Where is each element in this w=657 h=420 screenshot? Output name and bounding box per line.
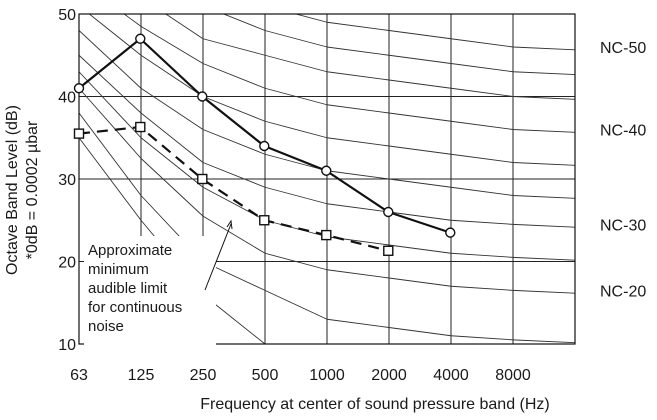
nc-curve-label: NC-30 xyxy=(600,217,646,234)
y-tick-label: 20 xyxy=(58,255,76,272)
x-tick-label: 8000 xyxy=(495,367,531,384)
y-tick-label: 10 xyxy=(58,337,76,354)
data-point-circle xyxy=(321,165,332,176)
nc-curve-line xyxy=(79,71,575,261)
y-axis-label: Octave Band Level (dB) xyxy=(4,105,21,275)
audible-limit-annotation: Approximate minimum audible limit for co… xyxy=(84,219,233,348)
x-tick-label: 125 xyxy=(128,367,155,384)
annotation-leader-line xyxy=(204,223,232,291)
nc-curve-line xyxy=(79,54,575,228)
data-point-circle xyxy=(259,140,270,152)
data-point-circle xyxy=(445,227,456,238)
data-point-square xyxy=(383,245,394,256)
annotation-line-2: minimum xyxy=(88,261,149,278)
series-square-dashed xyxy=(73,121,394,256)
y-axis-reference-note: *0dB = 0.0002 µbar xyxy=(24,120,41,259)
nc-curve-label: NC-20 xyxy=(600,283,646,300)
nc-curve-labels: NC-50 NC-40 NC-30 NC-20 xyxy=(600,40,646,300)
annotation-line-4: for continuous xyxy=(88,299,182,316)
x-tick-label: 63 xyxy=(70,367,88,384)
annotation-arrowhead xyxy=(226,219,233,230)
annotation-line-1: Approximate xyxy=(88,242,172,259)
x-tick-label: 4000 xyxy=(433,367,469,384)
y-tick-label: 50 xyxy=(58,7,76,24)
series-circle-solid xyxy=(73,33,456,238)
nc-curve-label: NC-40 xyxy=(600,123,646,140)
data-point-square xyxy=(321,229,332,241)
nc-curve-line xyxy=(123,14,575,133)
data-point-square xyxy=(197,173,208,185)
nc-curve-line xyxy=(294,14,575,51)
y-tick-label: 40 xyxy=(58,90,76,107)
nc-curve-line xyxy=(222,14,575,75)
nc-curve-line xyxy=(79,112,575,344)
nc-curve-line xyxy=(88,14,575,166)
annotation-line-3: audible limit xyxy=(88,280,168,297)
x-axis-label: Frequency at center of sound pressure ba… xyxy=(200,396,550,413)
data-series xyxy=(73,33,456,256)
data-point-circle xyxy=(383,206,394,218)
series-line xyxy=(78,125,389,252)
nc-curve-line xyxy=(79,87,575,294)
data-point-circle xyxy=(135,33,146,44)
x-tick-label: 1000 xyxy=(309,367,345,384)
x-tick-label: 2000 xyxy=(371,367,407,384)
data-point-circle xyxy=(197,91,208,102)
data-point-square xyxy=(135,121,146,133)
y-tick-label: 30 xyxy=(58,172,76,189)
plot-frame xyxy=(78,13,576,345)
x-tick-label: 500 xyxy=(252,367,279,384)
annotation-line-5: noise xyxy=(88,318,124,335)
nc-curve-label: NC-50 xyxy=(600,40,646,57)
data-point-square xyxy=(73,128,85,139)
x-tick-label: 250 xyxy=(190,367,217,384)
data-point-square xyxy=(259,215,270,226)
nc-curve-line xyxy=(164,14,575,100)
tick-labels: 63 125 250 500 1000 2000 4000 8000 10 20 30 40 50 xyxy=(58,7,531,384)
annotation-background xyxy=(84,236,216,348)
data-point-circle xyxy=(73,83,85,94)
